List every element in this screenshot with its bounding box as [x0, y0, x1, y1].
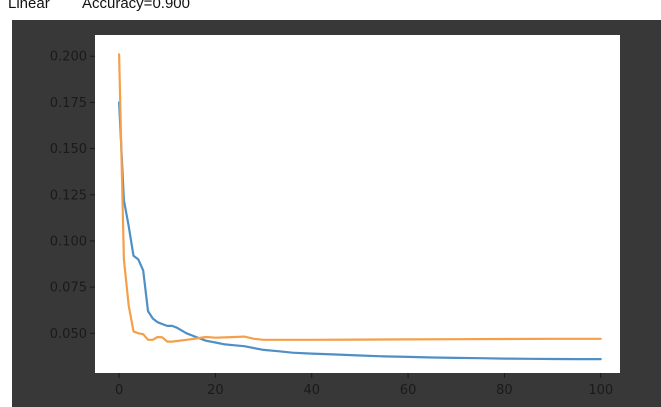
y-tick-label: 0.200 — [50, 50, 87, 65]
x-tick-label: 60 — [400, 383, 417, 398]
x-tick-label: 80 — [496, 383, 513, 398]
series-line-1 — [117, 101, 602, 361]
method-label: Linear — [8, 0, 50, 12]
y-tick-label: 0.125 — [50, 188, 87, 203]
x-tick-label: 20 — [207, 383, 224, 398]
x-tick-label: 100 — [588, 383, 613, 398]
y-tick-label: 0.150 — [50, 142, 87, 157]
x-tick-label: 0 — [115, 383, 123, 398]
plot-area — [95, 35, 620, 373]
y-tick-label: 0.050 — [50, 327, 87, 342]
y-tick-label: 0.100 — [50, 234, 87, 249]
y-tick-label: 0.175 — [50, 96, 87, 111]
output-header: Linear Accuracy=0.900 — [0, 0, 661, 20]
accuracy-label: Accuracy=0.900 — [82, 0, 190, 12]
x-tick-label: 40 — [303, 383, 320, 398]
y-tick-label: 0.075 — [50, 281, 87, 296]
series-line-2 — [117, 53, 602, 343]
